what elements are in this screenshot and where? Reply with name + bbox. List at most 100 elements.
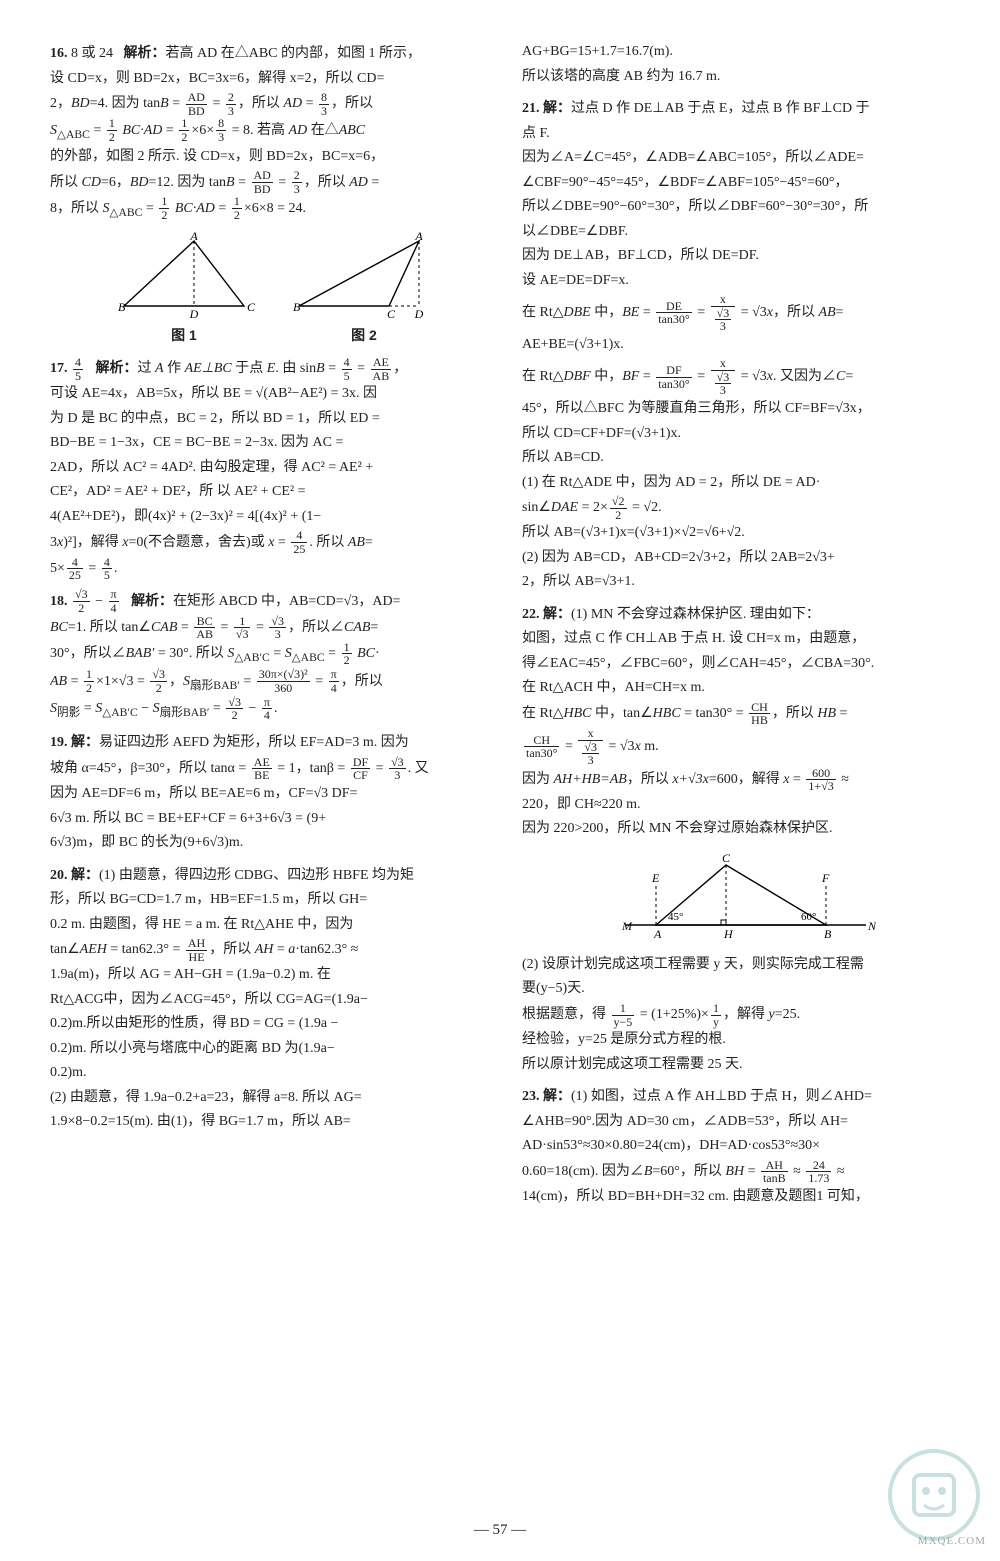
svg-text:N: N xyxy=(867,919,876,933)
text-line: 0.2 m. 由题图，得 HE = a m. 在 Rt△AHE 中，因为 xyxy=(50,917,353,932)
text-line: (2) 因为 AB=CD，AB+CD=2√3+2，所以 2AB=2√3+ xyxy=(522,550,835,565)
text-line: 过点 D 作 DE⊥AB 于点 E，过点 B 作 BF⊥CD 于 xyxy=(571,101,870,116)
answer: √32 − π4 xyxy=(71,594,121,609)
text-line: 所以原计划完成这项工程需要 25 天. xyxy=(522,1057,743,1072)
text-line: AE+BE=(√3+1)x. xyxy=(522,337,624,352)
text-line: 3x)²]，解得 x=0(不合题意，舍去)或 x = 425. 所以 AB= xyxy=(50,535,373,550)
text-line: 因为 DE⊥AB，BF⊥CD，所以 DE=DF. xyxy=(522,248,759,263)
text-line: 若高 AD 在△ABC 的内部，如图 1 所示， xyxy=(166,46,422,61)
text-line: (1) 如图，过点 A 作 AH⊥BD 于点 H，则∠AHD= xyxy=(571,1089,872,1104)
text-line: 所以 CD=CF+DF=(√3+1)x. xyxy=(522,426,681,441)
problem-22-part2: (2) 设原计划完成这项工程需要 y 天，则实际完成工程需 要(y−5)天. 根… xyxy=(522,953,970,1077)
text-line: 14(cm)，所以 BD=BH+DH=32 cm. 由题意及题图1 可知， xyxy=(522,1189,869,1204)
text-line: (2) 设原计划完成这项工程需要 y 天，则实际完成工程需 xyxy=(522,957,864,972)
text-line: 坡角 α=45°，β=30°，所以 tanα = AEBE = 1，tanβ =… xyxy=(50,761,429,776)
svg-text:B: B xyxy=(118,300,126,314)
text-line: 1.9a(m)，所以 AG = AH−GH = (1.9a−0.2) m. 在 xyxy=(50,967,331,982)
text-line: 所以 CD=6，BD=12. 因为 tanB = ADBD = 23，所以 AD… xyxy=(50,175,379,190)
problem-number: 22. xyxy=(522,607,540,622)
text-line: 所以 AB=(√3+1)x=(√3+1)×√2=√6+√2. xyxy=(522,525,745,540)
text-line: 因为∠A=∠C=45°，∠ADB=∠ABC=105°，所以∠ADE= xyxy=(522,150,864,165)
text-line: S△ABC = 12 BC·AD = 12×6×83 = 8. 若高 AD 在△… xyxy=(50,123,365,138)
text-line: 在 Rt△DBF 中，BF = DFtan30° = x√33 = √3x. 又… xyxy=(522,369,853,384)
analysis-label: 解析： xyxy=(96,359,138,375)
text-line: 过 A 作 AE⊥BC 于点 E. 由 sinB = 45 = AEAB， xyxy=(138,361,408,376)
figure-1-caption: 图 1 xyxy=(109,323,259,348)
problem-23: 23. 解：(1) 如图，过点 A 作 AH⊥BD 于点 H，则∠AHD= ∠A… xyxy=(522,1083,970,1209)
problem-20: 20. 解：(1) 由题意，得四边形 CDBG、四边形 HBFE 均为矩 形，所… xyxy=(50,862,498,1135)
text-line: 220，即 CH≈220 m. xyxy=(522,797,641,812)
answer: 8 或 24 xyxy=(71,46,113,61)
text-line: AD·sin53°≈30×0.80=24(cm)，DH=AD·cos53°≈30… xyxy=(522,1138,820,1153)
text-line: (1) 在 Rt△ADE 中，因为 AD = 2，所以 DE = AD· xyxy=(522,475,820,490)
text-line: sin∠DAE = 2×√22 = √2. xyxy=(522,500,662,515)
text-line: 在 Rt△HBC 中，tan∠HBC = tan30° = CHHB，所以 HB… xyxy=(522,706,847,721)
text-line: tan∠AEH = tan62.3° = AHHE，所以 AH = a·tan6… xyxy=(50,942,358,957)
text-line: 易证四边形 AEFD 为矩形，所以 EF=AD=3 m. 因为 xyxy=(99,735,409,750)
text-line: 的外部，如图 2 所示. 设 CD=x，则 BD=2x，BC=x=6， xyxy=(50,149,384,164)
text-line: 设 AE=DE=DF=x. xyxy=(522,273,629,288)
problem-number: 17. xyxy=(50,361,68,376)
text-line: ∠AHB=90°.因为 AD=30 cm，∠ADB=53°，所以 AH= xyxy=(522,1114,848,1129)
svg-text:C: C xyxy=(387,307,396,321)
text-line: CHtan30° = x√33 = √3x m. xyxy=(522,739,659,754)
text-line: 要(y−5)天. xyxy=(522,981,585,996)
text-line: 8，所以 S△ABC = 12 BC·AD = 12×6×8 = 24. xyxy=(50,201,306,216)
svg-text:D: D xyxy=(414,307,424,321)
text-line: 6√3)m，即 BC 的长为(9+6√3)m. xyxy=(50,835,243,850)
text-line: 因为 220>200，所以 MN 不会穿过原始森林保护区. xyxy=(522,821,832,836)
svg-text:45°: 45° xyxy=(668,911,683,923)
analysis-label: 解析： xyxy=(131,592,173,608)
text-line: 在 Rt△DBE 中，BE = DEtan30° = x√33 = √3x，所以… xyxy=(522,305,844,320)
figure-1: A B C D 图 1 xyxy=(109,231,259,348)
svg-text:A: A xyxy=(653,927,662,941)
problem-number: 16. xyxy=(50,46,68,61)
figure-row-16: A B C D 图 1 A B C D xyxy=(50,231,498,348)
figure-22: M N A B C E F H 45° 60° xyxy=(616,850,876,945)
text-line: (2) 由题意，得 1.9a−0.2+a=23，解得 a=8. 所以 AG= xyxy=(50,1090,362,1105)
svg-text:M: M xyxy=(621,919,633,933)
text-line: 1.9×8−0.2=15(m). 由(1)，得 BG=1.7 m，所以 AB= xyxy=(50,1114,351,1129)
svg-text:60°: 60° xyxy=(801,911,816,923)
problem-number: 20. xyxy=(50,868,68,883)
figure-2: A B C D 图 2 xyxy=(289,231,439,348)
watermark-icon xyxy=(884,1445,984,1545)
problem-16: 16. 8 或 24 解析：若高 AD 在△ABC 的内部，如图 1 所示， 设… xyxy=(50,40,498,223)
answer-frac: 45 xyxy=(73,356,83,382)
text-line: Rt△ACG中，因为∠ACG=45°，所以 CG=AG=(1.9a− xyxy=(50,992,368,1007)
text-line: 45°，所以△BFC 为等腰直角三角形，所以 CF=BF=√3x， xyxy=(522,401,871,416)
text-line: 0.2)m. xyxy=(50,1065,87,1080)
text-line: (1) MN 不会穿过森林保护区. 理由如下： xyxy=(571,607,820,622)
text-line: 因为 AH+HB=AB，所以 x+√3x=600，解得 x = 6001+√3 … xyxy=(522,772,849,787)
svg-text:D: D xyxy=(189,307,199,321)
text-line: 30°，所以∠BAB′ = 30°. 所以 S△AB′C = S△ABC = 1… xyxy=(50,646,380,661)
text-line: BD−BE = 1−3x，CE = BC−BE = 2−3x. 因为 AC = xyxy=(50,435,343,450)
text-line: (1) 由题意，得四边形 CDBG、四边形 HBFE 均为矩 xyxy=(99,868,414,883)
problem-number: 19. xyxy=(50,735,68,750)
text-line: ∠CBF=90°−45°=45°，∠BDF=∠ABF=105°−45°=60°， xyxy=(522,175,848,190)
text-line: 以∠DBE=∠DBF. xyxy=(522,224,628,239)
text-line: 2AD，所以 AC² = 4AD². 由勾股定理，得 AC² = AE² + xyxy=(50,460,373,475)
svg-text:B: B xyxy=(293,300,301,314)
text-line: 所以 AB=CD. xyxy=(522,450,604,465)
text-line: AG+BG=15+1.7=16.7(m). xyxy=(522,44,673,59)
svg-text:A: A xyxy=(189,231,198,243)
triangle-2-svg: A B C D xyxy=(289,231,439,321)
svg-text:B: B xyxy=(824,927,832,941)
svg-text:H: H xyxy=(723,927,734,941)
text-line: 在矩形 ABCD 中，AB=CD=√3，AD= xyxy=(173,594,400,609)
text-line: 如图，过点 C 作 CH⊥AB 于点 H. 设 CH=x m，由题意， xyxy=(522,631,865,646)
text-line: 设 CD=x，则 BD=2x，BC=3x=6，解得 x=2，所以 CD= xyxy=(50,71,384,86)
solution-label: 解： xyxy=(71,733,99,749)
text-line: 0.2)m. 所以小亮与塔底中心的距离 BD 为(1.9a− xyxy=(50,1041,335,1056)
text-line: 在 Rt△ACH 中，AH=CH=x m. xyxy=(522,680,705,695)
text-line: 得∠EAC=45°，∠FBC=60°，则∠CAH=45°，∠CBA=30°. xyxy=(522,656,874,671)
text-line: 5×425 = 45. xyxy=(50,561,117,576)
page: 16. 8 或 24 解析： 若高 AD 在△ABC 的内部，如图 1 所示， 设… xyxy=(0,0,1000,1561)
svg-text:A: A xyxy=(414,231,423,243)
triangle-1-svg: A B C D xyxy=(109,231,259,321)
problem-17: 17. 45 解析：过 A 作 AE⊥BC 于点 E. 由 sinB = 45 … xyxy=(50,355,498,581)
text-line: 点 F. xyxy=(522,126,550,141)
problem-18: 18. √32 − π4 解析：在矩形 ABCD 中，AB=CD=√3，AD= … xyxy=(50,588,498,724)
text-line: 根据题意，得 1y−5 = (1+25%)×1y，解得 y=25. xyxy=(522,1007,800,1022)
